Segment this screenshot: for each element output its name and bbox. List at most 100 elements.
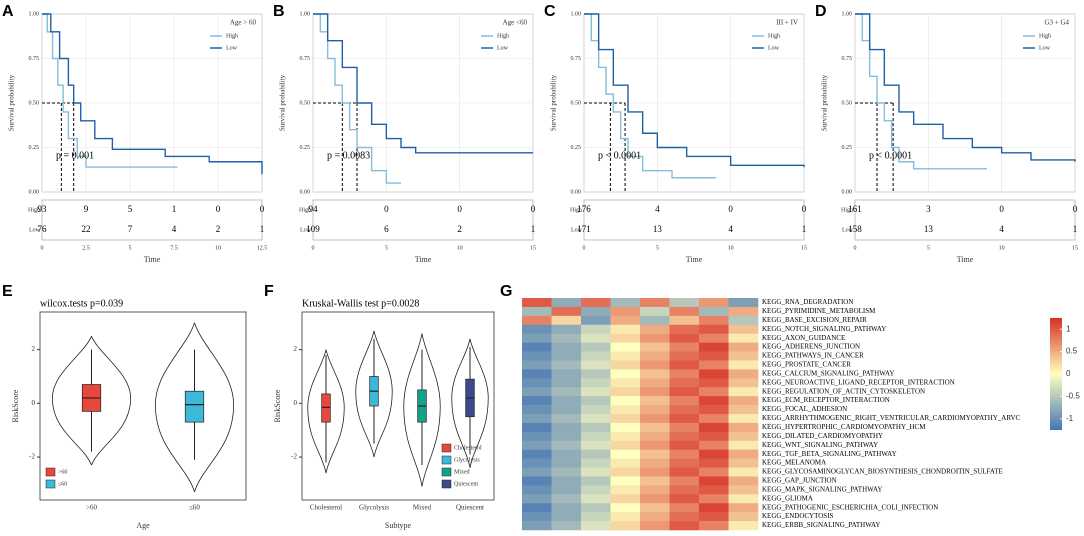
violin [51, 336, 132, 466]
colorbar-label: -0.5 [1066, 392, 1080, 401]
heatmap-cell [699, 315, 729, 326]
heatmap-cell [551, 458, 582, 468]
heatmap-cell [699, 431, 729, 442]
heatmap-cell [551, 396, 582, 406]
legend-label: Low [768, 45, 780, 51]
y-tick-label: 1.00 [29, 11, 40, 17]
heatmap-cell [640, 458, 670, 468]
chart-title: Kruskal-Wallis test p=0.0028 [302, 298, 419, 309]
y-tick-label: 0.50 [300, 100, 311, 106]
heatmap-cell [699, 476, 729, 486]
risk-value: 109 [306, 224, 320, 234]
heatmap-cell [640, 351, 670, 361]
heatmap-cell [581, 324, 611, 334]
p-value: p = 0.001 [56, 151, 94, 162]
legend-label: Mixed [454, 469, 470, 475]
heatmap-cell [669, 333, 700, 343]
heatmap-cell [581, 298, 611, 308]
risk-value: 93 [38, 204, 48, 214]
row-label: KEGG_GLIOMA [762, 494, 813, 502]
row-label: KEGG_WNT_SIGNALING_PATHWAY [762, 441, 878, 449]
heatmap-cell [610, 333, 641, 343]
heatmap-cell [699, 342, 729, 352]
risk-value: 76 [38, 224, 48, 234]
y-tick-label: 2 [294, 345, 298, 353]
risk-value: 0 [1073, 204, 1078, 214]
heatmap-cell [522, 342, 552, 352]
risk-value: 9 [84, 204, 89, 214]
heatmap-cell [610, 342, 641, 352]
heatmap-cell [669, 324, 700, 334]
risk-table [312, 199, 534, 241]
heatmap-cell [610, 306, 641, 317]
x-tick-label: 10 [457, 245, 463, 251]
heatmap-cell [728, 369, 759, 379]
risk-value: 0 [260, 204, 265, 214]
risk-row-name: Low [300, 227, 312, 233]
p-value: p < 0.0001 [598, 151, 641, 162]
row-label: KEGG_MAPK_SIGNALING_PATHWAY [762, 485, 882, 493]
heatmap-cell [551, 449, 582, 459]
survival-curve [584, 13, 805, 168]
heatmap-cell [581, 476, 611, 486]
heatmap-cell [522, 333, 552, 343]
heatmap-cell [581, 351, 611, 361]
heatmap-cell [640, 306, 670, 317]
heatmap-cell [669, 494, 700, 504]
heatmap-cell [551, 369, 582, 379]
heatmap-cell [551, 351, 582, 361]
heatmap-cell [610, 476, 641, 486]
heatmap-cell [640, 485, 670, 495]
heatmap-cell [522, 387, 552, 397]
y-axis-label: Survival probability [8, 74, 16, 131]
x-tick-label: 10 [728, 245, 734, 251]
heatmap-cell [581, 458, 611, 468]
x-tick-label: 15 [1072, 245, 1078, 251]
heatmap-cell [551, 306, 582, 317]
heatmap-cell [728, 315, 759, 326]
heatmap-cell [610, 414, 641, 424]
heatmap-cell [640, 298, 670, 308]
heatmap-cell [610, 324, 641, 334]
heatmap-cell [669, 503, 700, 513]
risk-value: 7 [128, 224, 133, 234]
heatmap-cell [581, 369, 611, 379]
risk-value: 2 [457, 224, 462, 234]
x-tick-label: 0 [854, 245, 857, 251]
heatmap-cell [640, 476, 670, 486]
legend-swatch [441, 479, 452, 489]
heatmap-cell [699, 440, 729, 450]
heatmap-cell [581, 396, 611, 406]
legend-title: III + IV [776, 19, 798, 27]
heatmap-cell [669, 405, 700, 415]
x-tick-label: 0 [312, 245, 315, 251]
heatmap-cell [728, 360, 759, 370]
heatmap-cell [640, 449, 670, 459]
x-axis-label: Time [686, 255, 703, 264]
heatmap-cell [699, 369, 729, 379]
x-tick-label: 15 [801, 245, 807, 251]
heatmap-cell [551, 431, 582, 442]
heatmap-cell [610, 387, 641, 397]
heatmap-cell [669, 369, 700, 379]
y-tick-label: 0.00 [571, 189, 582, 195]
colorbar [1050, 318, 1062, 430]
row-label: KEGG_MELANOMA [762, 459, 826, 467]
heatmap-cell [551, 298, 582, 308]
heatmap-cell [699, 521, 729, 531]
risk-row-name: High [299, 207, 311, 213]
heatmap-cell [610, 422, 641, 433]
heatmap-cell [581, 315, 611, 326]
legend-label: Glycolysis [454, 457, 480, 463]
heatmap-cell [640, 378, 670, 388]
heatmap-cell [522, 396, 552, 406]
y-axis-label: Survival probability [821, 74, 829, 131]
heatmap-cell [581, 521, 611, 531]
y-axis-label: RiskScore [273, 389, 282, 422]
row-label: KEGG_PATHWAYS_IN_CANCER [762, 352, 864, 360]
y-tick-label: -2 [291, 453, 297, 461]
risk-value: 1 [172, 204, 177, 214]
heatmap-cell [522, 351, 552, 361]
risk-value: 1 [260, 224, 265, 234]
